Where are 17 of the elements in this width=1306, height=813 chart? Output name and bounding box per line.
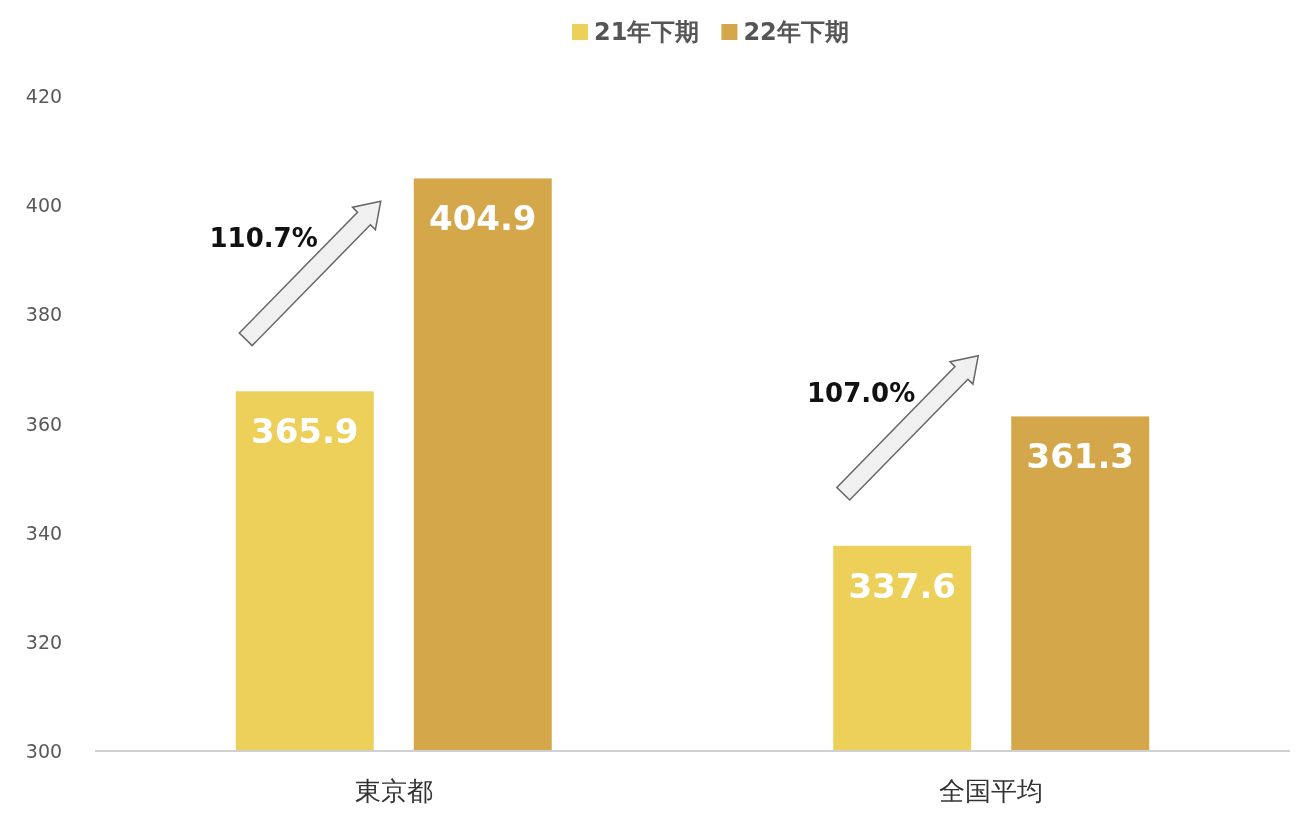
data-label: 361.3 (1026, 436, 1135, 477)
annotation: 110.7% (209, 223, 318, 254)
y-tick-label: 380 (25, 303, 63, 326)
y-tick-label: 300 (25, 740, 63, 762)
x-tick-label: 全国平均 (939, 776, 1044, 806)
y-tick-label: 340 (25, 521, 63, 544)
legend-label: 22年下期 (743, 18, 849, 46)
data-label: 365.9 (250, 411, 359, 452)
x-tick-label: 東京都 (354, 776, 433, 806)
y-tick-label: 360 (25, 412, 63, 435)
y-tick-label: 320 (25, 630, 63, 653)
data-label: 404.9 (428, 198, 537, 239)
y-tick-label: 420 (25, 85, 63, 107)
legend-label: 21年下期 (594, 18, 700, 46)
data-label: 337.6 (848, 565, 957, 606)
y-tick-label: 400 (25, 194, 63, 217)
annotation: 107.0% (806, 377, 916, 408)
